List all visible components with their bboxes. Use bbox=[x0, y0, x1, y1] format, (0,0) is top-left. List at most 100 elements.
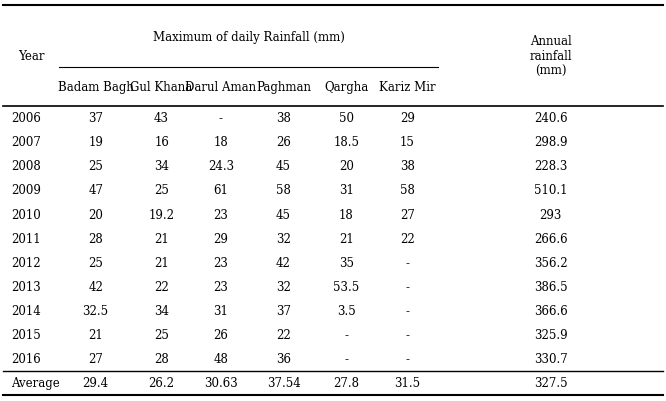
Text: 23: 23 bbox=[214, 256, 228, 269]
Text: 42: 42 bbox=[276, 256, 291, 269]
Text: -: - bbox=[405, 352, 409, 365]
Text: 38: 38 bbox=[276, 112, 291, 125]
Text: 23: 23 bbox=[214, 208, 228, 221]
Text: Year: Year bbox=[18, 50, 45, 63]
Text: 25: 25 bbox=[88, 160, 103, 173]
Text: 34: 34 bbox=[154, 304, 169, 317]
Text: 31: 31 bbox=[214, 304, 228, 317]
Text: 510.1: 510.1 bbox=[534, 184, 567, 197]
Text: 27.8: 27.8 bbox=[333, 377, 359, 389]
Text: 58: 58 bbox=[276, 184, 291, 197]
Text: 25: 25 bbox=[154, 184, 169, 197]
Text: 22: 22 bbox=[155, 280, 169, 293]
Text: 35: 35 bbox=[339, 256, 354, 269]
Text: 21: 21 bbox=[155, 232, 169, 245]
Text: 31.5: 31.5 bbox=[394, 377, 420, 389]
Text: 2014: 2014 bbox=[11, 304, 41, 317]
Text: 45: 45 bbox=[276, 208, 291, 221]
Text: 32: 32 bbox=[276, 280, 291, 293]
Text: 16: 16 bbox=[154, 136, 169, 149]
Text: -: - bbox=[405, 328, 409, 341]
Text: 2006: 2006 bbox=[11, 112, 41, 125]
Text: 26.2: 26.2 bbox=[149, 377, 174, 389]
Text: 45: 45 bbox=[276, 160, 291, 173]
Text: 325.9: 325.9 bbox=[533, 328, 567, 341]
Text: 50: 50 bbox=[339, 112, 354, 125]
Text: 2011: 2011 bbox=[11, 232, 41, 245]
Text: 48: 48 bbox=[214, 352, 228, 365]
Text: 42: 42 bbox=[88, 280, 103, 293]
Text: Darul Aman: Darul Aman bbox=[185, 81, 256, 94]
Text: 53.5: 53.5 bbox=[333, 280, 360, 293]
Text: 18.5: 18.5 bbox=[333, 136, 359, 149]
Text: 32: 32 bbox=[276, 232, 291, 245]
Text: 34: 34 bbox=[154, 160, 169, 173]
Text: 2013: 2013 bbox=[11, 280, 41, 293]
Text: 21: 21 bbox=[155, 256, 169, 269]
Text: 38: 38 bbox=[400, 160, 415, 173]
Text: -: - bbox=[344, 328, 348, 341]
Text: -: - bbox=[344, 352, 348, 365]
Text: Badam Bagh: Badam Bagh bbox=[58, 81, 134, 94]
Text: 19.2: 19.2 bbox=[149, 208, 174, 221]
Text: 25: 25 bbox=[154, 328, 169, 341]
Text: 58: 58 bbox=[400, 184, 415, 197]
Text: -: - bbox=[405, 256, 409, 269]
Text: 20: 20 bbox=[88, 208, 103, 221]
Text: Kariz Mir: Kariz Mir bbox=[379, 81, 436, 94]
Text: 2016: 2016 bbox=[11, 352, 41, 365]
Text: 36: 36 bbox=[276, 352, 291, 365]
Text: 28: 28 bbox=[155, 352, 169, 365]
Text: 31: 31 bbox=[339, 184, 354, 197]
Text: 19: 19 bbox=[88, 136, 103, 149]
Text: Annual
rainfall
(mm): Annual rainfall (mm) bbox=[529, 35, 572, 77]
Text: 2008: 2008 bbox=[11, 160, 41, 173]
Text: 15: 15 bbox=[400, 136, 415, 149]
Text: 2015: 2015 bbox=[11, 328, 41, 341]
Text: 61: 61 bbox=[214, 184, 228, 197]
Text: 29.4: 29.4 bbox=[83, 377, 109, 389]
Text: 2007: 2007 bbox=[11, 136, 41, 149]
Text: Qargha: Qargha bbox=[324, 81, 368, 94]
Text: 22: 22 bbox=[276, 328, 291, 341]
Text: 30.63: 30.63 bbox=[204, 377, 238, 389]
Text: 3.5: 3.5 bbox=[337, 304, 356, 317]
Text: 330.7: 330.7 bbox=[533, 352, 567, 365]
Text: -: - bbox=[405, 280, 409, 293]
Text: 356.2: 356.2 bbox=[533, 256, 567, 269]
Text: 29: 29 bbox=[214, 232, 228, 245]
Text: 21: 21 bbox=[89, 328, 103, 341]
Text: 21: 21 bbox=[339, 232, 354, 245]
Text: Maximum of daily Rainfall (mm): Maximum of daily Rainfall (mm) bbox=[153, 30, 345, 44]
Text: 266.6: 266.6 bbox=[533, 232, 567, 245]
Text: 37: 37 bbox=[276, 304, 291, 317]
Text: Paghman: Paghman bbox=[256, 81, 311, 94]
Text: 23: 23 bbox=[214, 280, 228, 293]
Text: 28: 28 bbox=[89, 232, 103, 245]
Text: Gul Khana: Gul Khana bbox=[131, 81, 192, 94]
Text: 2012: 2012 bbox=[11, 256, 41, 269]
Text: 37: 37 bbox=[88, 112, 103, 125]
Text: 43: 43 bbox=[154, 112, 169, 125]
Text: 27: 27 bbox=[400, 208, 415, 221]
Text: 386.5: 386.5 bbox=[533, 280, 567, 293]
Text: 327.5: 327.5 bbox=[533, 377, 567, 389]
Text: 27: 27 bbox=[88, 352, 103, 365]
Text: 26: 26 bbox=[214, 328, 228, 341]
Text: 18: 18 bbox=[339, 208, 354, 221]
Text: -: - bbox=[219, 112, 223, 125]
Text: 18: 18 bbox=[214, 136, 228, 149]
Text: 37.54: 37.54 bbox=[266, 377, 300, 389]
Text: 298.9: 298.9 bbox=[534, 136, 567, 149]
Text: 32.5: 32.5 bbox=[83, 304, 109, 317]
Text: 24.3: 24.3 bbox=[208, 160, 234, 173]
Text: 25: 25 bbox=[88, 256, 103, 269]
Text: 366.6: 366.6 bbox=[533, 304, 567, 317]
Text: 26: 26 bbox=[276, 136, 291, 149]
Text: 29: 29 bbox=[400, 112, 415, 125]
Text: 2010: 2010 bbox=[11, 208, 41, 221]
Text: 22: 22 bbox=[400, 232, 414, 245]
Text: -: - bbox=[405, 304, 409, 317]
Text: 20: 20 bbox=[339, 160, 354, 173]
Text: Average: Average bbox=[11, 377, 60, 389]
